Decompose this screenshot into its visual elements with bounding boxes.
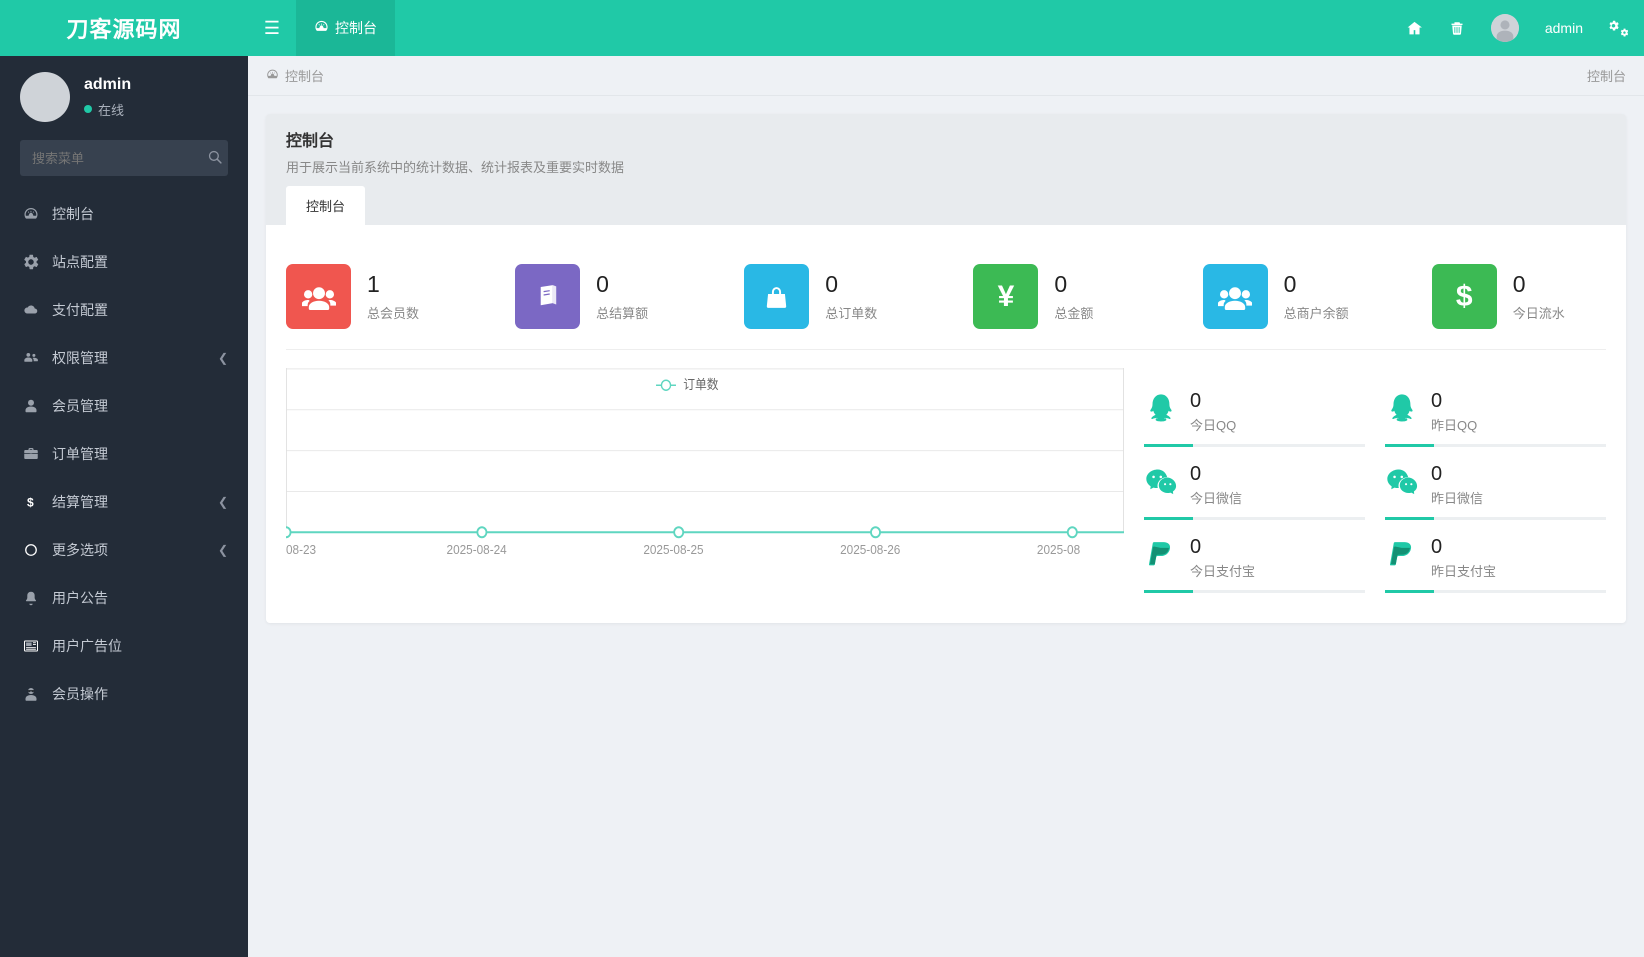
svg-text:2025-08-26: 2025-08-26: [840, 542, 900, 557]
svg-text:订单数: 订单数: [683, 376, 719, 392]
svg-text:2025-08: 2025-08: [1037, 542, 1080, 557]
svg-text:2025-08-25: 2025-08-25: [643, 542, 703, 557]
svg-text:2025-08-24: 2025-08-24: [447, 542, 507, 557]
svg-text:08-23: 08-23: [286, 542, 316, 557]
